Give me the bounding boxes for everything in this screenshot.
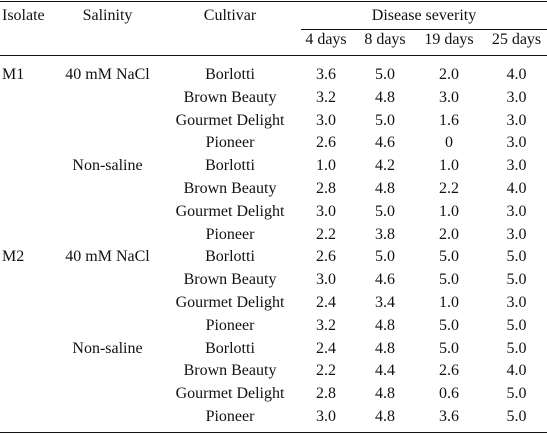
cell-4-days: 1.0 bbox=[316, 157, 336, 174]
cell-4-days: 3.6 bbox=[316, 66, 336, 83]
cell-cultivar: Pioneer bbox=[205, 317, 255, 334]
cell-cultivar: Gourmet Delight bbox=[175, 294, 285, 311]
header-day-19: 19 days bbox=[424, 31, 474, 48]
header-day-4: 4 days bbox=[305, 31, 347, 48]
cell-cultivar: Borlotti bbox=[205, 248, 255, 265]
cell-25-days: 3.0 bbox=[506, 226, 527, 243]
cell-4-days: 2.2 bbox=[316, 362, 336, 379]
cell-25-days: 5.0 bbox=[506, 271, 527, 288]
header-disease-severity: Disease severity bbox=[371, 7, 477, 24]
cell-cultivar: Borlotti bbox=[205, 340, 255, 357]
cell-25-days: 3.0 bbox=[506, 134, 527, 151]
cell-19-days: 2.0 bbox=[439, 226, 459, 243]
cell-cultivar: Gourmet Delight bbox=[175, 112, 285, 129]
cell-25-days: 4.0 bbox=[506, 66, 527, 83]
header-day-8: 8 days bbox=[364, 31, 406, 48]
cell-cultivar: Gourmet Delight bbox=[175, 203, 285, 220]
cell-25-days: 3.0 bbox=[506, 89, 527, 106]
cell-isolate: M1 bbox=[2, 66, 25, 83]
cell-4-days: 2.6 bbox=[316, 134, 336, 151]
cell-salinity: Non-saline bbox=[72, 340, 143, 357]
cell-4-days: 2.4 bbox=[316, 340, 336, 357]
cell-cultivar: Brown Beauty bbox=[183, 180, 277, 197]
cell-4-days: 3.0 bbox=[316, 112, 336, 129]
table-header-rule bbox=[0, 55, 547, 56]
cell-19-days: 0.6 bbox=[439, 385, 459, 402]
cell-25-days: 5.0 bbox=[506, 385, 527, 402]
cell-8-days: 4.8 bbox=[375, 317, 395, 334]
cell-4-days: 3.0 bbox=[316, 271, 336, 288]
cell-cultivar: Pioneer bbox=[205, 134, 255, 151]
cell-25-days: 3.0 bbox=[506, 157, 527, 174]
cell-19-days: 1.0 bbox=[439, 203, 459, 220]
cell-19-days: 5.0 bbox=[439, 340, 459, 357]
cell-25-days: 3.0 bbox=[506, 203, 527, 220]
cell-cultivar: Borlotti bbox=[205, 66, 255, 83]
cell-25-days: 5.0 bbox=[506, 248, 527, 265]
cell-cultivar: Brown Beauty bbox=[183, 362, 277, 379]
table-top-rule bbox=[0, 1, 547, 2]
cell-19-days: 0 bbox=[445, 134, 453, 151]
cell-4-days: 2.8 bbox=[316, 180, 336, 197]
cell-8-days: 3.4 bbox=[375, 294, 395, 311]
cell-4-days: 2.4 bbox=[316, 294, 336, 311]
cell-19-days: 3.0 bbox=[439, 89, 459, 106]
cell-8-days: 4.8 bbox=[375, 408, 395, 425]
cell-isolate: M2 bbox=[2, 248, 25, 265]
cell-8-days: 5.0 bbox=[375, 248, 395, 265]
cell-8-days: 5.0 bbox=[375, 112, 395, 129]
cell-4-days: 3.0 bbox=[316, 408, 336, 425]
header-salinity: Salinity bbox=[82, 7, 133, 24]
cell-8-days: 4.8 bbox=[375, 385, 395, 402]
cell-19-days: 2.2 bbox=[439, 180, 459, 197]
cell-salinity: Non-saline bbox=[72, 157, 143, 174]
cell-19-days: 5.0 bbox=[439, 317, 459, 334]
cell-4-days: 3.0 bbox=[316, 203, 336, 220]
cell-salinity: 40 mM NaCl bbox=[65, 248, 150, 265]
cell-8-days: 4.2 bbox=[375, 157, 395, 174]
cell-19-days: 5.0 bbox=[439, 271, 459, 288]
cell-8-days: 4.6 bbox=[375, 271, 395, 288]
cell-8-days: 3.8 bbox=[375, 226, 395, 243]
cell-8-days: 4.6 bbox=[375, 134, 395, 151]
cell-25-days: 4.0 bbox=[506, 180, 527, 197]
cell-4-days: 2.2 bbox=[316, 226, 336, 243]
cell-4-days: 2.6 bbox=[316, 248, 336, 265]
cell-19-days: 5.0 bbox=[439, 248, 459, 265]
cell-8-days: 4.8 bbox=[375, 180, 395, 197]
header-cultivar: Cultivar bbox=[203, 7, 257, 24]
cell-25-days: 3.0 bbox=[506, 294, 527, 311]
cell-cultivar: Brown Beauty bbox=[183, 89, 277, 106]
cell-19-days: 2.0 bbox=[439, 66, 459, 83]
cell-19-days: 1.0 bbox=[439, 157, 459, 174]
cell-cultivar: Pioneer bbox=[205, 408, 255, 425]
cell-8-days: 5.0 bbox=[375, 203, 395, 220]
cell-cultivar: Borlotti bbox=[205, 157, 255, 174]
cell-25-days: 5.0 bbox=[506, 408, 527, 425]
cell-19-days: 2.6 bbox=[439, 362, 459, 379]
cell-25-days: 5.0 bbox=[506, 317, 527, 334]
cell-8-days: 5.0 bbox=[375, 66, 395, 83]
cell-salinity: 40 mM NaCl bbox=[65, 66, 150, 83]
cell-4-days: 2.8 bbox=[316, 385, 336, 402]
cell-8-days: 4.4 bbox=[375, 362, 395, 379]
cell-25-days: 3.0 bbox=[506, 112, 527, 129]
cell-8-days: 4.8 bbox=[375, 89, 395, 106]
cell-8-days: 4.8 bbox=[375, 340, 395, 357]
table-bottom-rule bbox=[0, 432, 547, 433]
cell-4-days: 3.2 bbox=[316, 89, 336, 106]
cell-4-days: 3.2 bbox=[316, 317, 336, 334]
cell-cultivar: Brown Beauty bbox=[183, 271, 277, 288]
cell-cultivar: Pioneer bbox=[205, 226, 255, 243]
cell-25-days: 4.0 bbox=[506, 362, 527, 379]
disease-severity-span-rule bbox=[301, 29, 547, 30]
cell-19-days: 1.0 bbox=[439, 294, 459, 311]
cell-19-days: 3.6 bbox=[439, 408, 459, 425]
header-isolate: Isolate bbox=[2, 7, 45, 24]
cell-25-days: 5.0 bbox=[506, 340, 527, 357]
cell-19-days: 1.6 bbox=[439, 112, 459, 129]
header-day-25: 25 days bbox=[491, 31, 542, 48]
cell-cultivar: Gourmet Delight bbox=[175, 385, 285, 402]
